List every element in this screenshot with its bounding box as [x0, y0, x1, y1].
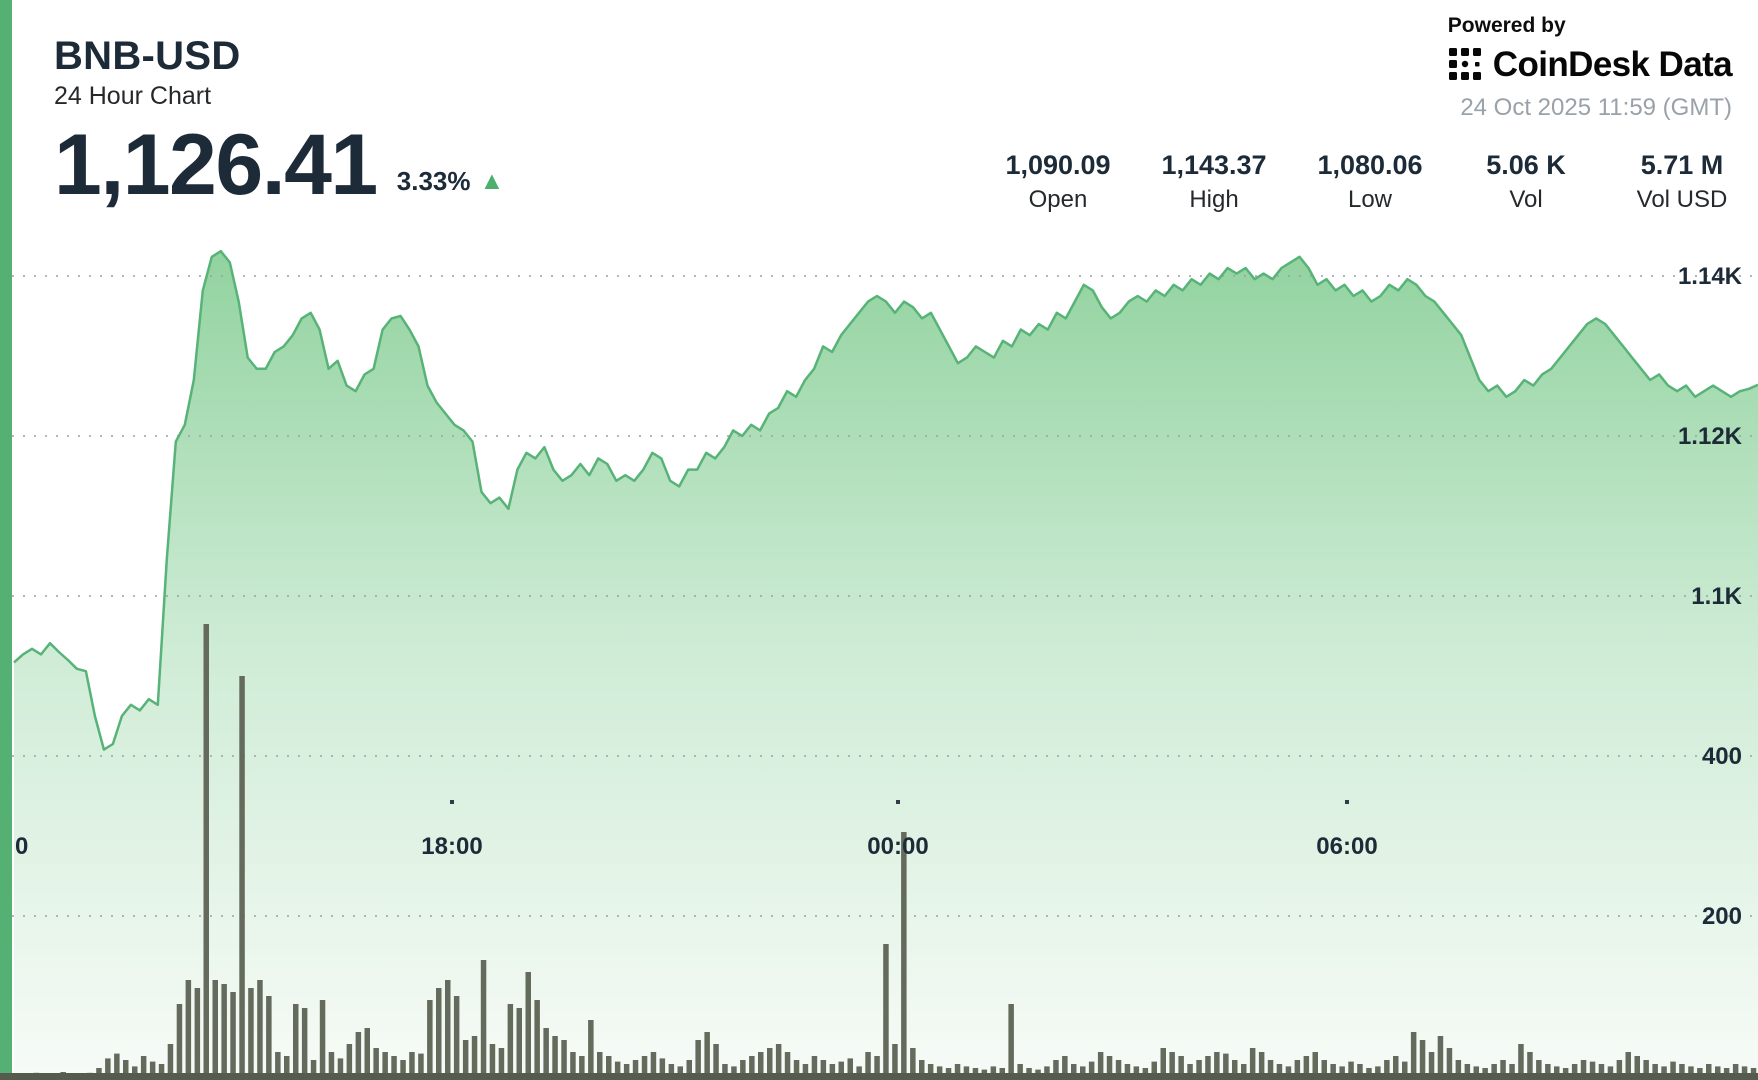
price-area: [14, 251, 1758, 1080]
stat-vol-label: Vol: [1509, 186, 1543, 213]
x-axis-labels: 0 18:00 00:00 06:00: [15, 833, 1378, 860]
svg-text:06:00: 06:00: [1316, 833, 1377, 860]
stat-vol-usd: 5.71 M Vol USD: [1608, 150, 1756, 214]
svg-text:1.1K: 1.1K: [1691, 583, 1742, 610]
stat-open: 1,090.09 Open: [984, 150, 1132, 214]
accent-left-strip: [0, 0, 12, 1080]
svg-text:400: 400: [1702, 743, 1742, 770]
svg-text:00:00: 00:00: [867, 833, 928, 860]
y-axis-labels: 1.14K 1.12K 1.1K 400 200: [1678, 263, 1743, 930]
stat-vol-usd-label: Vol USD: [1636, 186, 1728, 213]
svg-text:18:00: 18:00: [421, 833, 482, 860]
chart-subtitle: 24 Hour Chart: [54, 82, 212, 110]
chart-timestamp: 24 Oct 2025 11:59 (GMT): [1460, 94, 1732, 121]
stat-vol-value: 5.06 K: [1486, 150, 1566, 180]
ohlc-stats: 1,090.09 Open 1,143.37 High 1,080.06 Low…: [984, 150, 1756, 214]
chart-header-left: BNB-USD 24 Hour Chart 1,126.41 3.33% ▲: [54, 34, 504, 213]
stat-open-value: 1,090.09: [1005, 150, 1111, 180]
svg-text:200: 200: [1702, 903, 1742, 930]
x-axis-ticks: [450, 800, 1349, 804]
stat-high-label: High: [1189, 186, 1239, 213]
stat-low-label: Low: [1347, 186, 1393, 213]
stat-low-value: 1,080.06: [1317, 150, 1423, 180]
svg-text:1.14K: 1.14K: [1678, 263, 1743, 290]
price-row: 1,126.41 3.33% ▲: [54, 117, 504, 213]
stat-vol-usd-value: 5.71 M: [1640, 150, 1724, 180]
coindesk-brand-text: CoinDesk Data: [1492, 45, 1733, 84]
price-change: 3.33% ▲: [397, 166, 504, 207]
stat-vol: 5.06 K Vol: [1452, 150, 1600, 214]
current-price: 1,126.41: [54, 117, 378, 213]
volume-bars: [15, 624, 1757, 1080]
stat-high-value: 1,143.37: [1161, 150, 1267, 180]
up-arrow-icon: ▲: [479, 166, 505, 195]
stat-high: 1,143.37 High: [1140, 150, 1288, 214]
coindesk-brand: CoinDesk Data: [1448, 45, 1733, 85]
svg-text:1.12K: 1.12K: [1678, 423, 1743, 450]
coindesk-logo-icon: [1448, 47, 1484, 83]
symbol-title: BNB-USD: [54, 34, 241, 78]
stat-low: 1,080.06 Low: [1296, 150, 1444, 214]
price-line: [13, 249, 1758, 751]
svg-text:0: 0: [15, 833, 28, 860]
change-percent: 3.33%: [396, 165, 471, 196]
baseline-strip: [0, 1073, 1758, 1080]
stat-open-label: Open: [1028, 186, 1088, 213]
chart-header-right: Powered by CoinDesk Data 24 Oct 2025 11:…: [1447, 14, 1733, 122]
powered-by-label: Powered by: [1447, 14, 1566, 37]
